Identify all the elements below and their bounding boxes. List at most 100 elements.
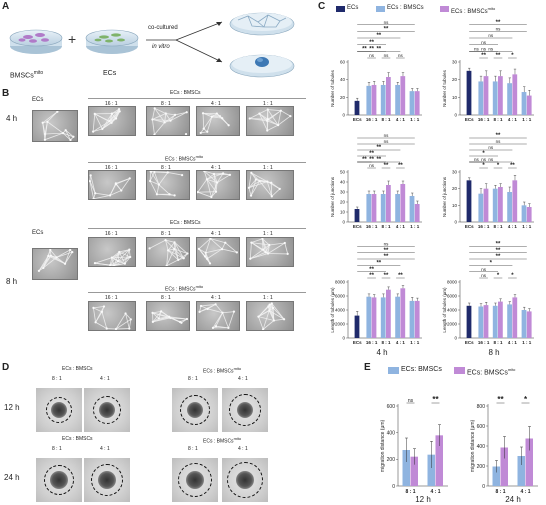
tube-formation-panel: ECs ECs 4 h 8 h ECs : BMSCs 16 : 1 8 : 1 4 … <box>0 88 316 356</box>
migration-legend: ECs: BMSCs ECs: BMSCsmito <box>388 366 546 376</box>
group-divider-line <box>88 228 306 229</box>
y-tick-label: 4000 <box>335 308 346 313</box>
legend: ECs ECs : BMSCs ECs : BMSCsmito <box>336 5 546 15</box>
y-tick-label: 200 <box>477 464 486 470</box>
time-label: 12 h <box>4 403 20 412</box>
category-label: 4 : 1 <box>430 489 440 495</box>
bar <box>354 209 360 222</box>
bar <box>354 315 360 338</box>
significance-label: ns <box>481 47 487 52</box>
bar <box>526 95 532 115</box>
migration-chart-panel: ECs: BMSCs ECs: BMSCsmito 0 200 400 600 migra… <box>364 362 546 505</box>
migration-boundary <box>227 462 263 498</box>
category-label: 4 : 1 <box>520 489 530 495</box>
group-label-bmsc-mito: ECs : BMSCsmito <box>203 436 242 445</box>
category-label: 8 : 1 <box>493 117 503 122</box>
bar <box>517 456 525 486</box>
migration-micrograph <box>222 388 268 432</box>
ratio-label: 8 : 1 <box>188 376 198 382</box>
y-tick-label: 60 <box>340 60 346 65</box>
category-label: 4 : 1 <box>396 340 406 345</box>
significance-label: ** <box>481 53 486 59</box>
y-tick-label: 0 <box>342 336 345 341</box>
y-tick-label: 0 <box>454 220 457 225</box>
bar <box>521 205 527 222</box>
bar <box>410 456 418 486</box>
category-label: 8 : 1 <box>495 489 505 495</box>
bar <box>478 306 484 338</box>
bar <box>366 194 372 222</box>
y-tick-label: 20 <box>452 186 458 191</box>
category-label: ECs <box>353 117 362 122</box>
bar <box>395 296 400 338</box>
legend-label: ECs: BMSCs <box>401 366 442 373</box>
significance-label: ** <box>384 254 389 260</box>
significance-label: ns <box>398 53 404 58</box>
plus-sign: + <box>68 31 76 47</box>
migration-micrograph <box>84 458 130 502</box>
significance-label: * <box>524 395 528 404</box>
ratio-label: 4 : 1 <box>211 231 221 237</box>
category-label: 16 : 1 <box>478 340 490 345</box>
y-tick-label: 8000 <box>447 280 458 285</box>
significance-label: ** <box>369 267 374 273</box>
group-divider-line <box>88 98 306 99</box>
y-tick-label: 200 <box>387 457 396 463</box>
ecs-control-micrograph <box>32 110 78 142</box>
y-tick-label: 0 <box>482 484 485 490</box>
category-label: 8 : 1 <box>405 489 415 495</box>
bar <box>498 301 503 338</box>
significance-label: ** <box>496 248 501 254</box>
legend-swatch <box>336 6 345 12</box>
y-tick-label: 0 <box>454 113 457 118</box>
quantification-panel: ECs ECs : BMSCs ECs : BMSCsmito 0 20 40 60 Num… <box>318 0 546 360</box>
category-label: 8 : 1 <box>381 117 391 122</box>
significance-label: ns <box>384 53 390 58</box>
category-label: 1 : 1 <box>522 224 532 229</box>
significance-label: ** <box>432 395 439 404</box>
significance-label: ns <box>481 40 487 45</box>
significance-label: ** <box>496 242 501 248</box>
significance-label: * <box>497 163 500 169</box>
panel-letter-a: A <box>2 1 10 12</box>
bmsc-mito-label: BMSCsmito <box>10 70 44 80</box>
bar <box>492 305 498 338</box>
bar <box>492 466 500 486</box>
tube-micrograph <box>196 237 240 267</box>
ecs-column-label-8h: ECs <box>32 230 44 236</box>
category-label: 1 : 1 <box>522 117 532 122</box>
legend-label: ECs : BMSCsmito <box>451 6 496 15</box>
significance-label: ** <box>496 133 501 139</box>
category-label: 16 : 1 <box>366 117 378 122</box>
bar <box>354 100 360 115</box>
significance-label: ** <box>376 33 381 39</box>
bar <box>414 91 420 115</box>
y-axis-label: migration distance (μm) <box>470 419 476 472</box>
significance-label: * <box>490 261 493 267</box>
y-tick-label: 2000 <box>447 322 458 327</box>
bar <box>483 188 489 222</box>
bar <box>380 297 386 338</box>
significance-label: ** <box>369 151 374 157</box>
significance-label: ns <box>481 273 487 278</box>
significance-label: ** <box>398 163 403 169</box>
significance-label: ns <box>488 47 494 52</box>
group-divider-line <box>88 162 306 163</box>
y-tick-label: 6000 <box>335 294 346 299</box>
y-tick-label: 40 <box>340 180 346 185</box>
ratio-label: 4 : 1 <box>100 446 110 452</box>
bar <box>380 84 386 115</box>
category-label: 4 : 1 <box>508 117 518 122</box>
significance-label: ** <box>369 273 374 279</box>
migration-micrograph <box>36 388 82 432</box>
significance-label: ** <box>496 53 501 59</box>
ratio-label: 8 : 1 <box>52 446 62 452</box>
ratio-label: 16 : 1 <box>105 165 118 171</box>
tube-micrograph <box>88 301 136 331</box>
y-axis-label: migration distance (μm) <box>380 419 386 472</box>
y-tick-label: 6000 <box>447 294 458 299</box>
y-tick-label: 40 <box>340 77 346 82</box>
y-tick-label: 0 <box>342 113 345 118</box>
migration-boundary <box>93 396 121 424</box>
